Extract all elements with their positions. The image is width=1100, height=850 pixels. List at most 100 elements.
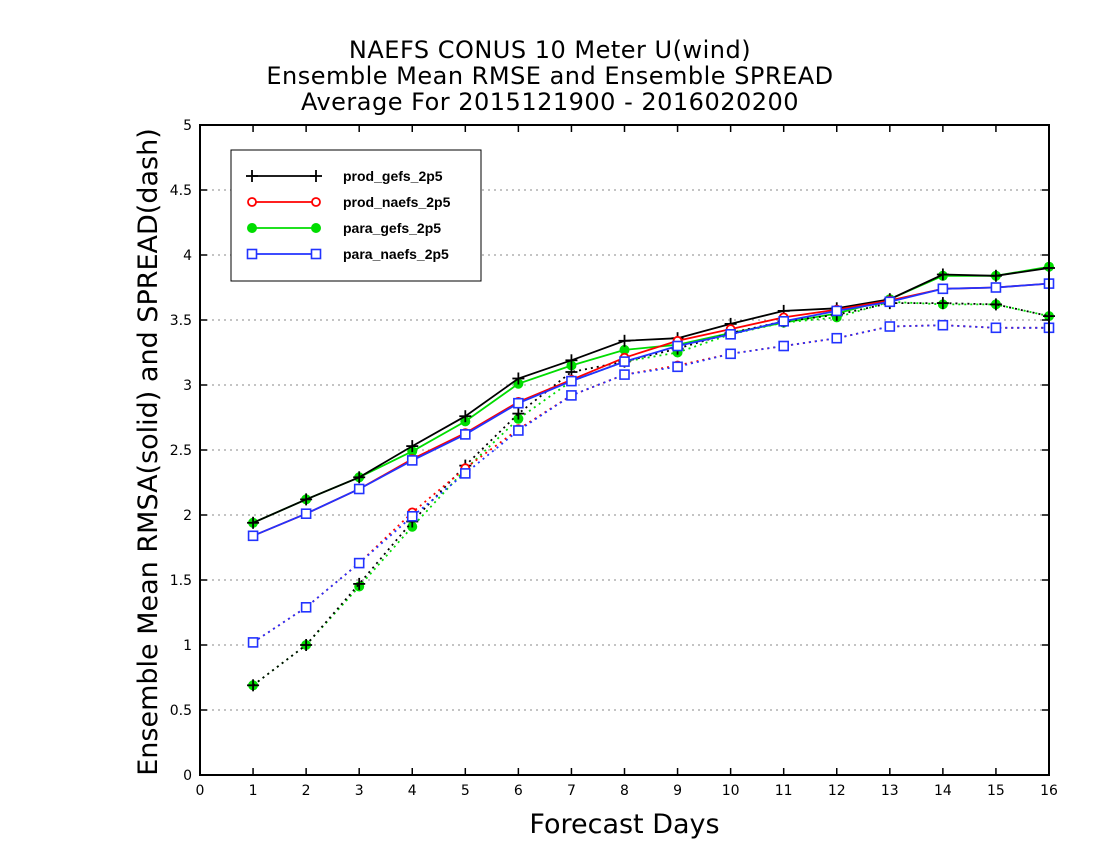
prod_gefs_2p5-rmse-point — [300, 493, 313, 506]
para_naefs_2p5-rmse-point — [778, 315, 789, 327]
legend-label-prod_naefs_2p5: prod_naefs_2p5 — [343, 194, 451, 210]
para_naefs_2p5-spread-point — [353, 557, 365, 569]
y-tick-label: 1 — [183, 638, 192, 654]
para_naefs_2p5-rmse-point — [300, 508, 312, 520]
y-tick-label: 5 — [183, 118, 192, 134]
x-tick-label: 7 — [567, 783, 576, 799]
legend-marker-start — [246, 170, 258, 182]
legend-marker-end — [311, 223, 321, 233]
x-tick-label: 3 — [355, 783, 364, 799]
legend-marker-start — [247, 197, 257, 207]
para_naefs_2p5-spread-point — [937, 319, 949, 331]
x-tick-label: 9 — [673, 783, 682, 799]
x-tick-label: 2 — [302, 783, 311, 799]
para_naefs_2p5-spread-point — [831, 332, 843, 344]
x-tick-label: 8 — [620, 783, 629, 799]
para_gefs_2p5-spread-line — [252, 300, 1050, 687]
para_naefs_2p5-rmse-point — [831, 305, 843, 317]
y-tick-label: 3 — [183, 378, 192, 394]
para_naefs_2p5-spread-point — [884, 321, 896, 332]
chart-title-line-3: Average For 2015121900 - 2016020200 — [300, 88, 800, 116]
para_naefs_2p5-rmse-point — [460, 429, 471, 440]
prod_gefs_2p5-spread-point — [353, 577, 366, 590]
legend-box — [230, 149, 482, 282]
x-axis-title: Forecast Days — [529, 809, 719, 840]
para_naefs_2p5-rmse-point — [990, 282, 1002, 293]
x-tick-label: 11 — [775, 783, 793, 799]
para_naefs_2p5-spread-point — [513, 425, 524, 436]
y-axis-title: Ensemble Mean RMSA(solid) and SPREAD(das… — [133, 128, 164, 776]
series-prod_naefs_2p5 — [248, 278, 1054, 648]
prod_gefs_2p5-spread-point — [300, 639, 313, 651]
y-tick-label: 4.5 — [170, 183, 192, 199]
prod_gefs_2p5-rmse-point — [565, 354, 578, 367]
prod_gefs_2p5-spread-point — [247, 679, 260, 692]
prod_gefs_2p5-rmse-point — [459, 410, 472, 423]
legend-marker-start — [246, 248, 258, 260]
para_naefs_2p5-rmse-point — [672, 340, 683, 352]
para_naefs_2p5-spread-point — [247, 637, 259, 648]
x-tick-label: 0 — [196, 783, 205, 799]
y-tick-label: 0 — [183, 768, 192, 784]
x-tick-label: 13 — [881, 783, 899, 799]
axes: 0 1 2 3 4 5 6 7 8 9 10 11 12 13 14 15 1600.511.522.533.5… — [170, 118, 1058, 799]
prod_naefs_2p5-spread-line — [252, 324, 1049, 644]
legend-marker-start — [247, 223, 257, 233]
para_naefs_2p5-rmse-point — [406, 455, 418, 466]
x-tick-label: 6 — [514, 783, 523, 799]
para_naefs_2p5-rmse-point — [619, 356, 630, 367]
para_naefs_2p5-spread-point — [566, 390, 577, 401]
prod_gefs_2p5-rmse-line — [252, 267, 1050, 524]
prod_naefs_2p5-rmse-line — [252, 282, 1050, 537]
para_naefs_2p5-spread-point — [300, 601, 312, 613]
prod_gefs_2p5-spread-point — [989, 298, 1002, 311]
prod_gefs_2p5-spread-point — [512, 407, 525, 420]
series-para_naefs_2p5 — [247, 278, 1055, 648]
para_naefs_2p5-spread-point — [619, 369, 630, 380]
para_naefs_2p5-rmse-point — [725, 328, 736, 340]
prod_gefs_2p5-rmse-point — [247, 516, 260, 529]
para_naefs_2p5-spread-point — [990, 322, 1002, 334]
y-tick-label: 1.5 — [170, 573, 192, 589]
para_naefs_2p5-rmse-point — [566, 375, 577, 387]
chart-title-line-1: NAEFS CONUS 10 Meter U(wind) — [348, 36, 752, 64]
legend-marker-end — [310, 170, 322, 182]
legend: prod_gefs_2p5 prod_naefs_2p5 para_gefs_2p5… — [230, 149, 482, 282]
x-tick-label: 1 — [249, 783, 258, 799]
y-tick-label: 2 — [183, 508, 192, 524]
x-tick-label: 5 — [461, 783, 470, 799]
para_naefs_2p5-spread-point — [778, 340, 789, 352]
x-tick-label: 10 — [722, 783, 740, 799]
prod_gefs_2p5-spread-point — [936, 297, 949, 310]
series-layer — [247, 261, 1055, 692]
y-tick-label: 0.5 — [170, 703, 192, 719]
prod_gefs_2p5-rmse-point — [936, 268, 949, 281]
x-tick-label: 4 — [408, 783, 417, 799]
series-prod_gefs_2p5 — [247, 262, 1055, 692]
legend-marker-end — [310, 248, 322, 260]
prod_gefs_2p5-rmse-point — [618, 334, 631, 347]
prod_gefs_2p5-rmse-point — [406, 440, 419, 453]
para_naefs_2p5-rmse-point — [247, 530, 259, 542]
prod_gefs_2p5-spread-line — [252, 302, 1050, 687]
para_naefs_2p5-rmse-point — [937, 283, 949, 295]
y-tick-label: 2.5 — [170, 443, 192, 459]
para_naefs_2p5-rmse-point — [353, 483, 365, 495]
x-tick-label: 12 — [828, 783, 846, 799]
y-tick-label: 3.5 — [170, 313, 192, 329]
y-tick-label: 4 — [183, 248, 192, 264]
legend-label-para_gefs_2p5: para_gefs_2p5 — [343, 220, 441, 236]
legend-label-para_naefs_2p5: para_naefs_2p5 — [343, 246, 449, 262]
x-tick-label: 16 — [1040, 783, 1058, 799]
x-tick-label: 15 — [987, 783, 1005, 799]
chart-title-line-2: Ensemble Mean RMSE and Ensemble SPREAD — [266, 62, 834, 90]
prod_gefs_2p5-rmse-point — [989, 269, 1002, 282]
para_naefs_2p5-rmse-point — [884, 296, 896, 308]
para_naefs_2p5-rmse-point — [513, 397, 524, 409]
prod_gefs_2p5-rmse-point — [353, 471, 366, 484]
para_gefs_2p5-rmse-line — [252, 265, 1050, 524]
x-tick-label: 14 — [934, 783, 952, 799]
prod_gefs_2p5-rmse-point — [512, 372, 525, 385]
